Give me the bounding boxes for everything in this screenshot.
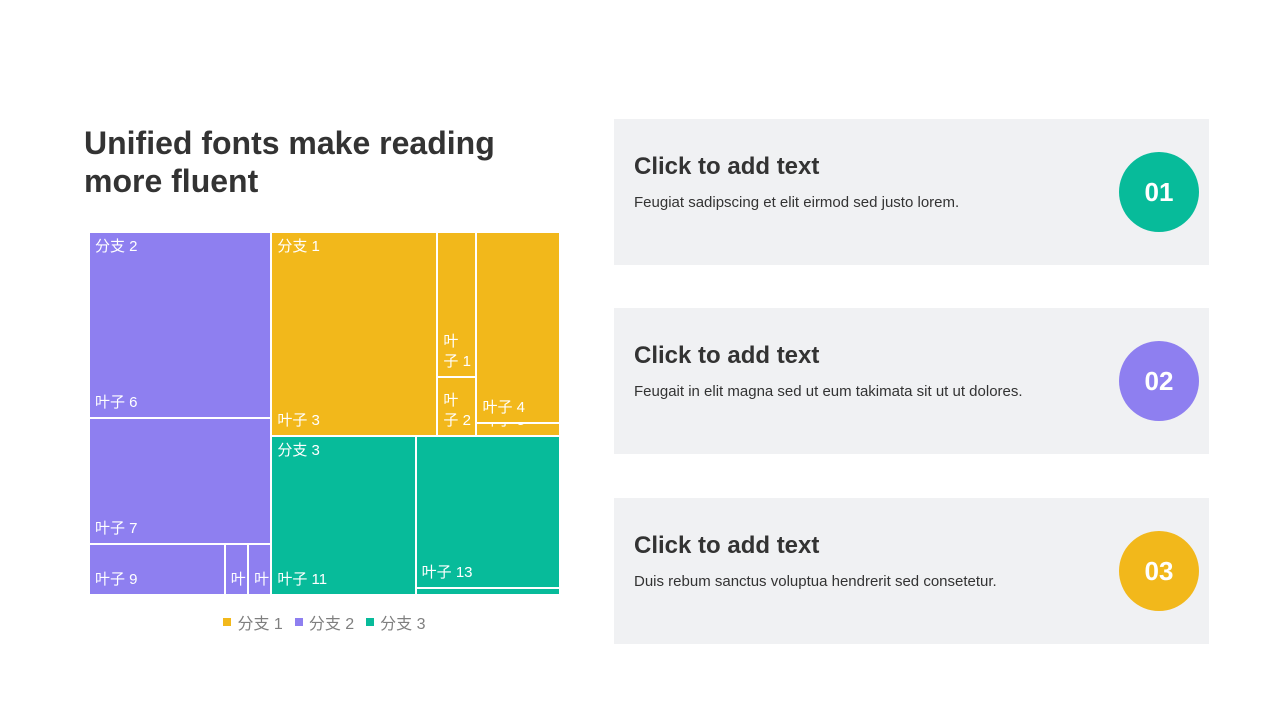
- legend-label: 分支 3: [380, 616, 426, 633]
- treemap-leaf: 叶…: [224, 543, 249, 595]
- treemap-leaf: 叶子 1: [437, 232, 477, 378]
- legend-swatch: [366, 618, 375, 626]
- leaf-label: 叶子 9: [95, 570, 138, 588]
- legend-item-branch-2: 分支 2: [294, 610, 355, 634]
- treemap-chart: 叶子 6 叶子 7 叶子 9 叶… 叶… 叶子 3 叶子 1 叶子 2 叶子 4 叶子 5 叶子 1…: [89, 232, 560, 595]
- treemap-leaf: 叶子 7: [89, 417, 272, 544]
- card-body: Feugiat sadipscing et elit eirmod sed ju…: [634, 194, 960, 211]
- legend-swatch: [223, 618, 232, 626]
- chart-legend: 分支 1 分支 2 分支 3: [0, 610, 649, 634]
- leaf-label: 叶子 1: [443, 333, 471, 371]
- leaf-label: 叶子 4: [482, 398, 525, 416]
- treemap-leaf: 叶子 13: [415, 436, 560, 589]
- treemap-leaf: 叶子 5: [476, 422, 560, 437]
- leaf-label: 叶子 3: [277, 412, 320, 430]
- card-body: Feugait in elit magna sed ut eum takimat…: [634, 383, 1023, 400]
- leaf-label: 叶…: [230, 570, 247, 588]
- card-title[interactable]: Click to add text: [634, 153, 820, 180]
- slide-title: Unified fonts make reading more fluent: [84, 125, 495, 199]
- leaf-label: 叶子 5: [482, 424, 556, 431]
- treemap-leaf: 叶子 11: [271, 436, 416, 595]
- treemap-leaf: 叶子 3: [271, 232, 438, 437]
- number-badge: 02: [1119, 341, 1199, 421]
- leaf-label: 叶子 2: [443, 392, 471, 430]
- treemap-leaf: 叶子 2: [437, 377, 477, 437]
- info-card-1[interactable]: Click to add text Feugiat sadipscing et …: [614, 119, 1209, 265]
- card-body: Duis rebum sanctus voluptua hendrerit se…: [634, 573, 997, 590]
- leaf-label: 叶…: [254, 570, 270, 588]
- treemap-leaf: [415, 588, 560, 595]
- info-card-2[interactable]: Click to add text Feugait in elit magna …: [614, 308, 1209, 454]
- legend-label: 分支 1: [237, 616, 283, 633]
- leaf-label: 叶子 13: [421, 564, 473, 582]
- number-badge: 03: [1119, 531, 1199, 611]
- card-title[interactable]: Click to add text: [634, 342, 820, 369]
- treemap-leaf: 叶子 4: [476, 232, 560, 423]
- leaf-label: 叶子 11: [277, 570, 328, 588]
- treemap-leaf: 叶子 6: [89, 232, 272, 418]
- legend-label: 分支 2: [308, 616, 355, 633]
- leaf-label: 叶子 7: [95, 519, 138, 537]
- card-title[interactable]: Click to add text: [634, 532, 820, 559]
- legend-item-branch-1: 分支 1: [223, 610, 283, 634]
- legend-item-branch-3: 分支 3: [366, 610, 426, 634]
- leaf-label: 叶子 6: [95, 393, 138, 411]
- number-badge: 01: [1119, 152, 1199, 232]
- treemap-leaf: 叶…: [248, 543, 272, 595]
- info-card-3[interactable]: Click to add text Duis rebum sanctus vol…: [614, 498, 1209, 644]
- treemap-leaf: 叶子 9: [89, 543, 225, 595]
- legend-swatch: [294, 618, 303, 626]
